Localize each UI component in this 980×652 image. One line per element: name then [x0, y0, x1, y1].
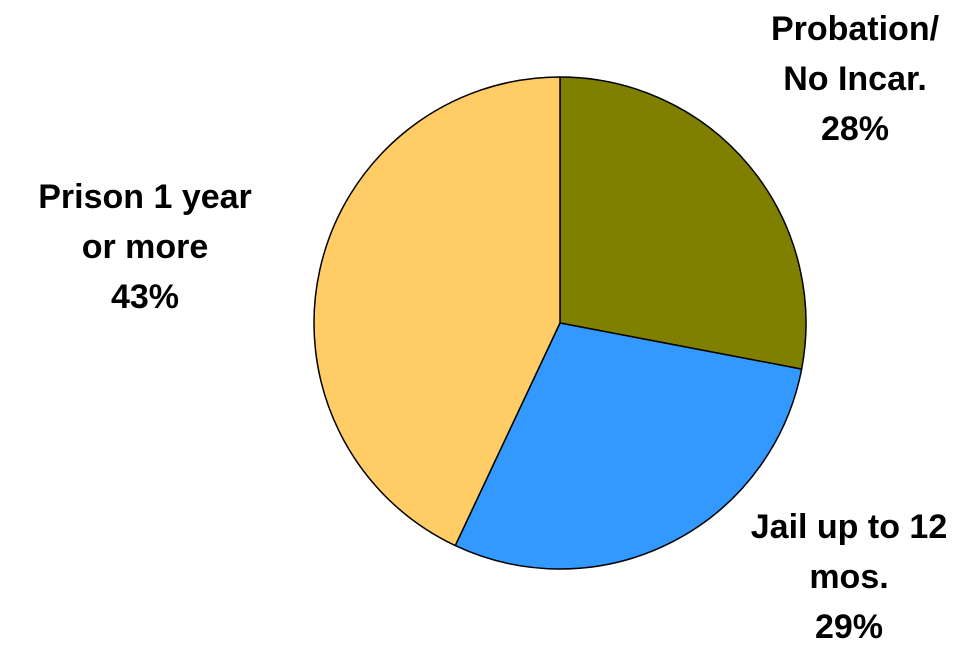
slice-value-jail: 29%	[814, 608, 884, 646]
pie-slice-probation	[559, 76, 807, 370]
pie-slice-prison	[313, 76, 561, 547]
slice-label-jail-line-1: Jail up to 12	[750, 508, 948, 546]
slice-label-jail-line-2: mos.	[809, 558, 889, 596]
slice-label-prison: Prison 1 year or more 43%	[0, 172, 290, 322]
slice-label-jail: Jail up to 12 mos. 29%	[718, 502, 980, 652]
slice-value-prison: 43%	[110, 278, 180, 316]
slice-label-prison-line-1: Prison 1 year	[38, 178, 252, 216]
slice-label-prison-line-2: or more	[81, 228, 209, 266]
slice-label-probation-line-2: No Incar.	[783, 60, 927, 98]
slice-label-probation: Probation/ No Incar. 28%	[730, 4, 980, 154]
pie-slice-jail	[454, 322, 803, 570]
slice-label-probation-line-1: Probation/	[770, 10, 940, 48]
slice-value-probation: 28%	[820, 110, 890, 148]
